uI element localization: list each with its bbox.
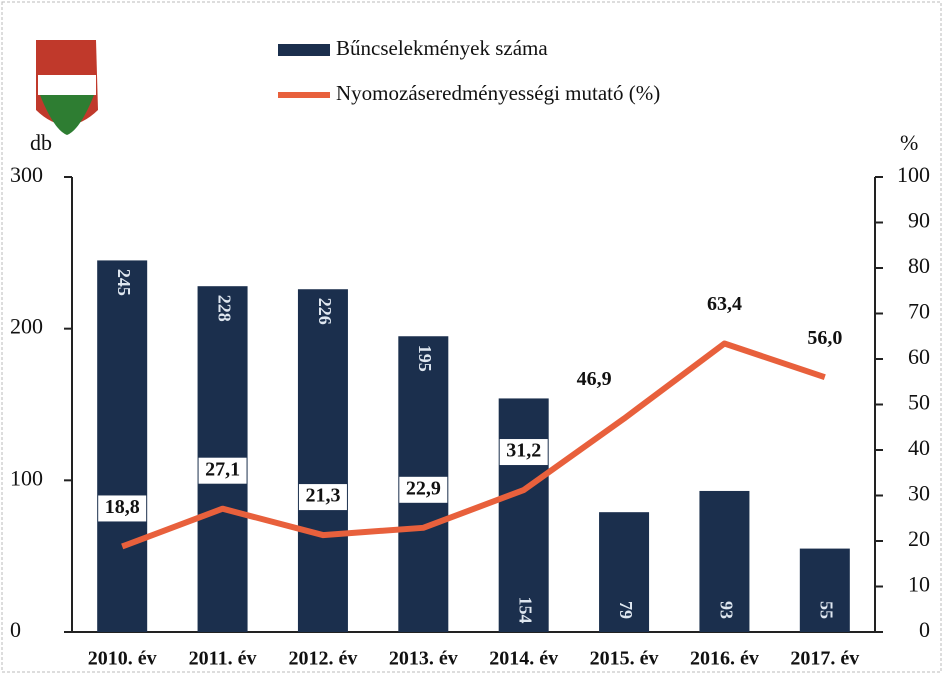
y2-tick-label: 70 — [908, 299, 930, 324]
y2-tick-label: 10 — [908, 572, 930, 597]
y-tick-label: 0 — [10, 617, 21, 642]
bar-value-label: 226 — [315, 298, 335, 325]
x-tick-label: 2014. év — [489, 648, 558, 670]
line-value-label: 21,3 — [305, 485, 340, 507]
x-tick-label: 2015. év — [590, 648, 659, 670]
bar — [298, 289, 348, 632]
y2-axis-title: % — [900, 130, 918, 155]
y2-tick-label: 60 — [908, 344, 930, 369]
x-tick-label: 2016. év — [690, 648, 759, 670]
bar-value-label: 79 — [616, 601, 636, 619]
line-value-label: 56,0 — [807, 327, 842, 349]
y2-tick-label: 100 — [897, 162, 930, 187]
line-value-label: 31,2 — [506, 440, 541, 462]
y-axis-title: db — [30, 130, 52, 155]
bar-value-label: 154 — [516, 597, 536, 624]
y2-tick-label: 80 — [908, 253, 930, 278]
legend-label: Bűncselekmények száma — [336, 36, 548, 60]
x-tick-label: 2017. év — [790, 648, 859, 670]
x-tick-label: 2012. év — [288, 648, 357, 670]
line-value-label: 46,9 — [577, 368, 612, 390]
bar-value-label: 93 — [716, 601, 736, 619]
bar-value-label: 195 — [415, 345, 435, 372]
line-value-label: 27,1 — [205, 458, 240, 480]
x-tick-label: 2010. év — [88, 648, 157, 670]
chart: db % 0 100 200 300 0 10 20 30 40 50 60 70 80 90 100 201… — [0, 0, 943, 674]
line-value-label: 63,4 — [707, 293, 742, 315]
y-tick-label: 100 — [10, 465, 43, 490]
bar — [800, 549, 850, 632]
x-tick-label: 2011. év — [189, 648, 257, 670]
logo — [36, 40, 98, 135]
x-tick-label: 2013. év — [389, 648, 458, 670]
y2-tick-label: 90 — [908, 208, 930, 233]
y2-tick-label: 50 — [908, 390, 930, 415]
y2-tick-label: 20 — [908, 526, 930, 551]
bar-value-label: 228 — [214, 295, 234, 322]
legend-label: Nyomozáseredményességi mutató (%) — [336, 81, 660, 105]
y2-tick-label: 40 — [908, 435, 930, 460]
line-value-label: 18,8 — [105, 496, 140, 518]
y2-tick-label: 30 — [908, 481, 930, 506]
y2-tick-label: 0 — [919, 617, 930, 642]
y-tick-label: 300 — [10, 162, 43, 187]
bar-value-label: 245 — [114, 269, 134, 296]
bar — [97, 260, 147, 632]
bar-value-label: 55 — [817, 601, 837, 619]
line-value-label: 22,9 — [406, 477, 441, 499]
y-tick-label: 200 — [10, 314, 43, 339]
legend-swatch — [278, 44, 330, 56]
